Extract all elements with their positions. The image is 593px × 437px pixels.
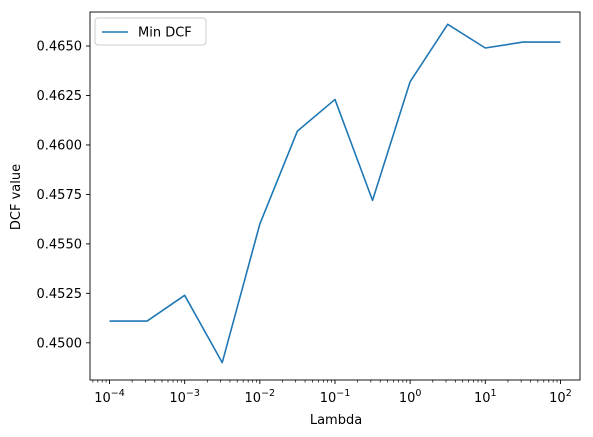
y-tick-label: 0.4650 [37, 40, 83, 55]
x-tick-label: 101 [474, 388, 497, 406]
series-line-min-dcf [109, 23, 561, 364]
legend-label: Min DCF [138, 26, 192, 41]
x-tick-label: 100 [399, 388, 422, 406]
x-tick-label: 10−3 [169, 388, 200, 406]
y-tick-label: 0.4600 [37, 138, 83, 153]
plot-border [89, 11, 581, 381]
legend-box [94, 17, 207, 46]
x-tick-label: 10−2 [245, 388, 276, 406]
x-axis-label: Lambda [310, 413, 362, 428]
plot-area [89, 11, 581, 381]
x-tick-label: 10−1 [320, 388, 351, 406]
y-tick-label: 0.4500 [37, 336, 83, 351]
y-tick-label: 0.4525 [37, 287, 83, 302]
series-layer [109, 23, 561, 364]
y-axis-label: DCF value [9, 164, 24, 230]
y-tick-label: 0.4625 [37, 89, 83, 104]
y-tick-label: 0.4575 [37, 188, 83, 203]
x-axis: 10−4 10−3 10−2 10−1 100 101 102 [92, 380, 572, 406]
y-axis: 0.4500 0.4525 0.4550 0.4575 0.4600 0.4625 0.46… [37, 40, 90, 351]
x-tick-label: 102 [549, 388, 572, 406]
y-tick-label: 0.4550 [37, 237, 83, 252]
legend: Min DCF [94, 17, 207, 46]
x-tick-label: 10−4 [94, 388, 125, 406]
